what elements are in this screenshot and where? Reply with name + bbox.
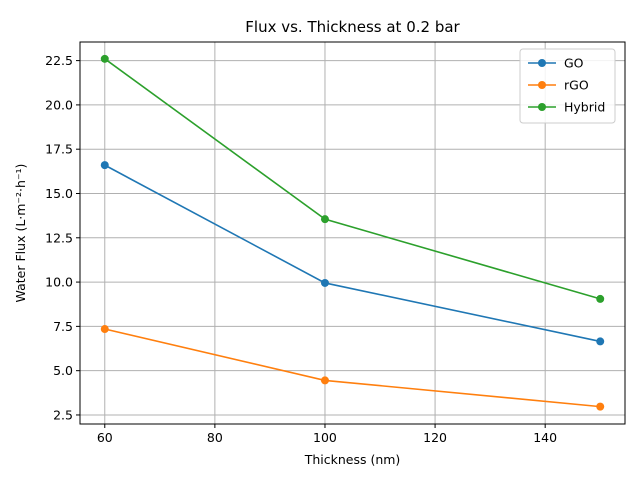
axes-frame bbox=[79, 41, 626, 425]
legend-label-hybrid: Hybrid bbox=[564, 100, 605, 115]
data-point-hybrid bbox=[320, 215, 329, 224]
y-tick-label: 22.5 bbox=[45, 53, 73, 68]
legend-label-go: GO bbox=[564, 56, 584, 71]
data-point-go bbox=[320, 278, 329, 287]
x-tick-label: 80 bbox=[207, 430, 223, 445]
x-tick-label: 140 bbox=[533, 430, 557, 445]
legend-label-rgo: rGO bbox=[564, 78, 589, 93]
tick-layer: 60 80 100 120 140 2.5 5.0 7.5 10.0 12.5 15.0 17.5 20… bbox=[45, 53, 557, 445]
legend-marker-hybrid bbox=[538, 103, 546, 111]
x-tick-label: 100 bbox=[313, 430, 337, 445]
y-tick-label: 20.0 bbox=[45, 97, 73, 112]
data-point-go bbox=[100, 161, 109, 170]
y-tick-label: 15.0 bbox=[45, 186, 73, 201]
data-point-go bbox=[596, 337, 605, 346]
y-tick-label: 2.5 bbox=[53, 407, 73, 422]
y-axis-label: Water Flux (L·m⁻²·h⁻¹) bbox=[13, 164, 28, 303]
legend-marker-rgo bbox=[538, 81, 546, 89]
x-tick-label: 120 bbox=[423, 430, 447, 445]
x-tick-label: 60 bbox=[97, 430, 113, 445]
y-tick-label: 17.5 bbox=[45, 142, 73, 157]
y-tick-label: 5.0 bbox=[53, 363, 73, 378]
data-point-hybrid bbox=[596, 294, 605, 303]
data-point-rgo bbox=[100, 325, 109, 334]
legend-marker-go bbox=[538, 59, 546, 67]
y-tick-label: 10.0 bbox=[45, 275, 73, 290]
data-point-rgo bbox=[320, 376, 329, 385]
y-tick-label: 7.5 bbox=[53, 319, 73, 334]
y-tick-label: 12.5 bbox=[45, 230, 73, 245]
data-point-rgo bbox=[596, 402, 605, 411]
chart-title: Flux vs. Thickness at 0.2 bar bbox=[245, 18, 460, 36]
series-layer bbox=[100, 54, 605, 411]
series-line-rgo bbox=[104, 328, 601, 408]
x-axis-label: Thickness (nm) bbox=[304, 452, 401, 467]
series-line-go bbox=[104, 164, 601, 343]
legend: GO rGO Hybrid bbox=[519, 48, 616, 124]
data-point-hybrid bbox=[100, 54, 109, 63]
